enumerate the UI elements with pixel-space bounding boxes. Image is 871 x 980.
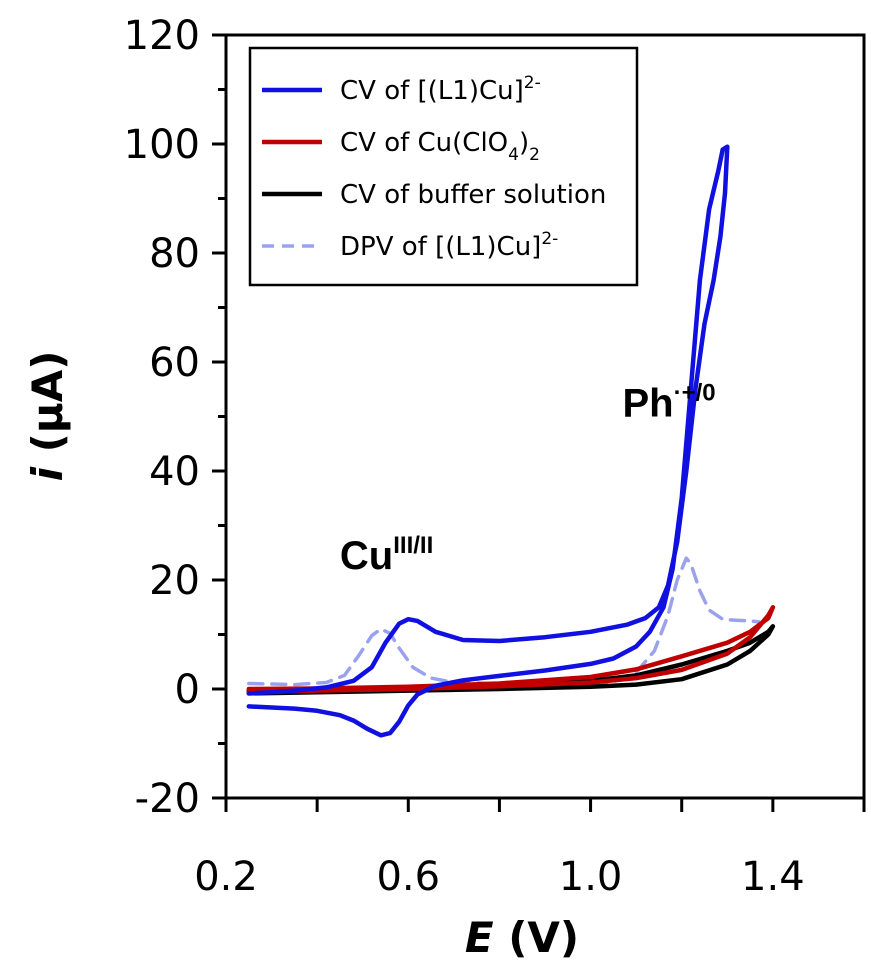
legend-label: CV of [(L1)Cu]2- [340, 73, 541, 106]
legend-label: CV of Cu(ClO4)2 [340, 128, 540, 165]
y-axis-title: i (µA) [23, 351, 72, 482]
series-line [246, 605, 776, 695]
legend-label: DPV of [(L1)Cu]2- [340, 229, 558, 262]
y-tick-label: 80 [149, 231, 200, 277]
y-tick-label: -20 [135, 776, 200, 822]
series-line [246, 144, 730, 738]
y-tick-label: 20 [149, 558, 200, 604]
series-line [247, 556, 761, 687]
x-axis: 0.2 0.6 1.0 1.4 [194, 798, 866, 900]
peak-annotation: Ph·+/0 [622, 380, 715, 426]
legend: CV of [(L1)Cu]2- CV of Cu(ClO4)2 CV of buf… [248, 46, 639, 287]
x-axis-title: E (V) [465, 913, 579, 962]
y-tick-label: 40 [149, 449, 200, 495]
x-tick-label: 0.6 [376, 854, 440, 900]
legend-box [248, 46, 639, 287]
x-tick-label: 1.4 [741, 854, 805, 900]
y-tick-label: 120 [124, 13, 200, 59]
annotation-layer: CuIII/II Ph·+/0 [340, 380, 716, 579]
series-layer [246, 144, 776, 738]
y-axis: -20 0 20 40 60 80 100 120 [124, 13, 226, 822]
y-tick-label: 0 [175, 667, 200, 713]
y-tick-label: 100 [124, 122, 200, 168]
y-tick-label: 60 [149, 340, 200, 386]
x-tick-label: 1.0 [559, 854, 623, 900]
x-tick-label: 0.2 [194, 854, 258, 900]
legend-label: CV of buffer solution [340, 180, 606, 210]
peak-annotation: CuIII/II [340, 532, 433, 578]
